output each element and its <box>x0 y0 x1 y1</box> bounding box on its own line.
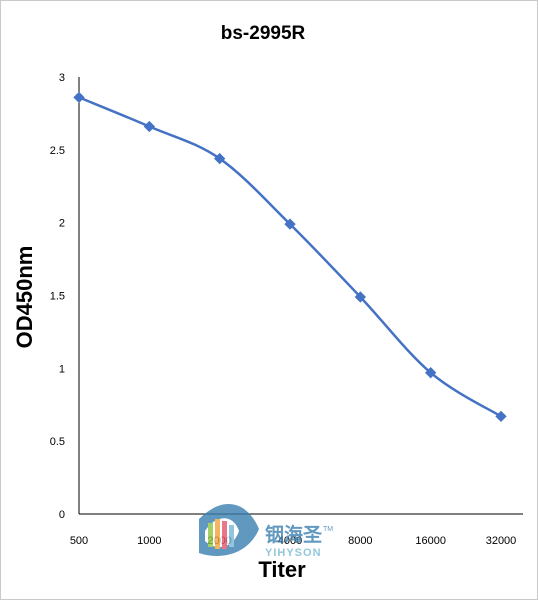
x-tick-label: 16000 <box>415 535 446 547</box>
data-point-marker <box>73 91 85 104</box>
x-tick-label: 4000 <box>278 535 302 547</box>
y-tick-label: 2.5 <box>50 145 65 157</box>
y-tick-label: 1 <box>59 363 65 375</box>
y-tick-label: 1.5 <box>50 291 65 303</box>
chart-title: bs-2995R <box>221 23 306 44</box>
x-tick-label: 500 <box>70 535 88 547</box>
y-tick-label: 0.5 <box>50 436 65 448</box>
data-point-marker <box>425 367 437 379</box>
x-tick-label: 8000 <box>348 535 372 547</box>
data-point-marker <box>214 152 226 165</box>
x-tick-label: 32000 <box>486 535 517 547</box>
x-axis-title: Titer <box>258 557 306 582</box>
y-tick-label: 0 <box>59 509 65 521</box>
plot-area <box>73 91 507 423</box>
y-axis-title: OD450nm <box>12 246 37 349</box>
y-tick-label: 3 <box>59 72 65 84</box>
watermark: 铟海圣 TM YIHYSON <box>199 504 333 559</box>
watermark-logo <box>199 504 259 556</box>
data-point-marker <box>284 218 296 230</box>
watermark-en-text: YIHYSON <box>265 547 322 559</box>
y-tick-labels: 0 0.5 1 1.5 2 2.5 3 <box>50 72 65 521</box>
watermark-cn-text: 铟海圣 <box>265 523 323 546</box>
data-point-marker <box>495 410 507 423</box>
y-axis: 0 0.5 1 1.5 2 2.5 3 <box>50 72 80 521</box>
series-line <box>78 96 502 418</box>
data-point-marker <box>143 120 155 133</box>
y-tick-label: 2 <box>59 218 65 230</box>
data-point-marker <box>354 291 366 303</box>
watermark-tm: TM <box>323 526 333 533</box>
x-tick-label: 1000 <box>137 535 161 547</box>
